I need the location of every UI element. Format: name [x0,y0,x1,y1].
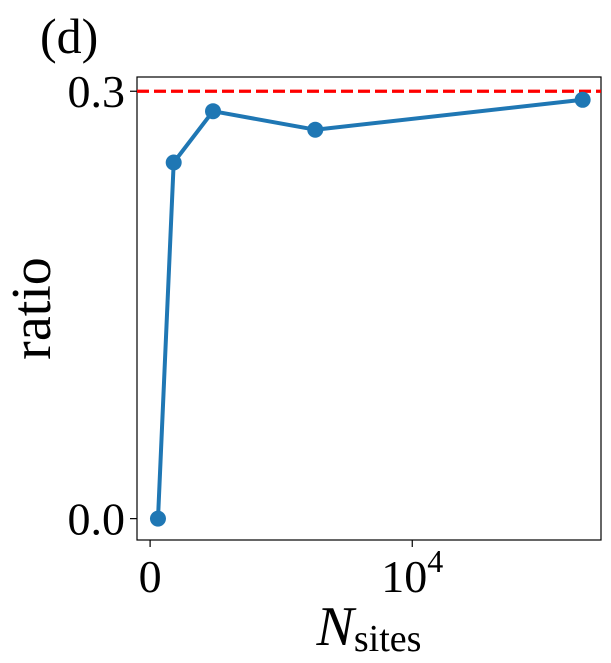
y-axis: 0.0 0.3 [68,66,137,545]
panel-label: (d) [40,8,98,64]
data-point [574,91,591,108]
plot-frame [136,76,602,541]
y-tick-label: 0.0 [68,494,126,545]
y-tick-label: 0.3 [68,66,126,117]
data-point [165,154,182,171]
data-point [205,103,222,120]
x-tick-label: 0 [139,551,162,602]
x-axis-label: Nsites [316,596,422,660]
x-tick-label: 104 [381,543,443,602]
data-point [149,510,166,527]
data-point [307,121,324,138]
y-axis-label: ratio [1,257,63,360]
x-axis-label-main: N [316,596,357,658]
x-axis-label-subscript: sites [354,618,422,660]
series-group [149,91,591,527]
series-line-0 [156,97,583,519]
x-axis: 0 104 [139,540,443,602]
